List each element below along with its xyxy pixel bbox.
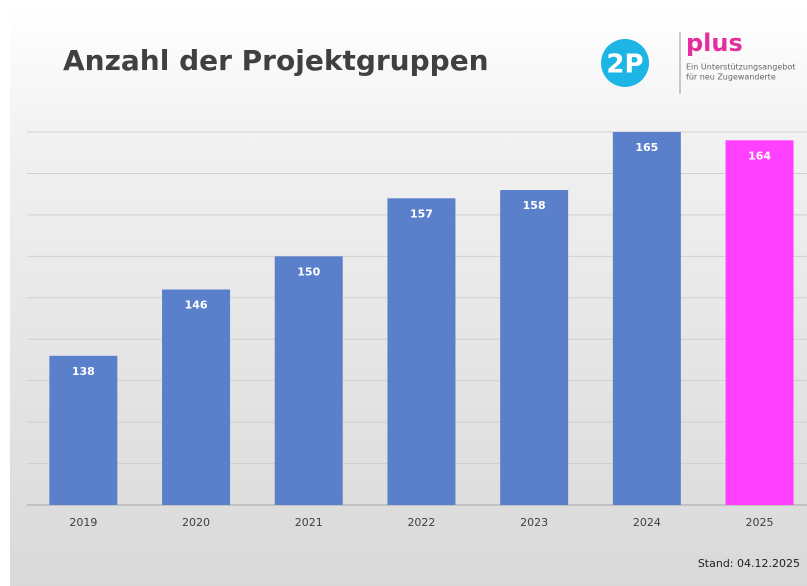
logo-name: plus: [686, 29, 743, 57]
x-tick-label: 2019: [69, 516, 97, 529]
logo-tagline: für neu Zugewanderte: [686, 73, 776, 82]
bar: [162, 289, 231, 505]
logo-tagline: Ein Unterstützungsangebot: [686, 63, 795, 72]
value-label: 138: [72, 365, 95, 378]
logo-mark: 2P: [606, 50, 643, 80]
logo-circle: [601, 39, 649, 87]
bar: [49, 355, 118, 505]
x-tick-label: 2021: [295, 516, 323, 529]
bar: [725, 140, 794, 506]
note: Stand: 04.12.2025: [698, 557, 800, 570]
value-label: 150: [297, 265, 320, 278]
value-label: 158: [523, 199, 546, 212]
x-tick-label: 2022: [407, 516, 435, 529]
value-label: 164: [748, 149, 771, 162]
value-label: 146: [185, 298, 208, 311]
bar: [387, 198, 456, 506]
x-tick-label: 2020: [182, 516, 210, 529]
x-tick-label: 2024: [633, 516, 661, 529]
bar: [612, 132, 681, 505]
bar: [500, 190, 569, 505]
value-label: 157: [410, 207, 433, 220]
x-tick-label: 2025: [746, 516, 774, 529]
value-label: 165: [635, 141, 658, 154]
x-tick-label: 2023: [520, 516, 548, 529]
bar: [274, 256, 343, 505]
chart-title: Anzahl der Projektgruppen: [63, 44, 489, 77]
